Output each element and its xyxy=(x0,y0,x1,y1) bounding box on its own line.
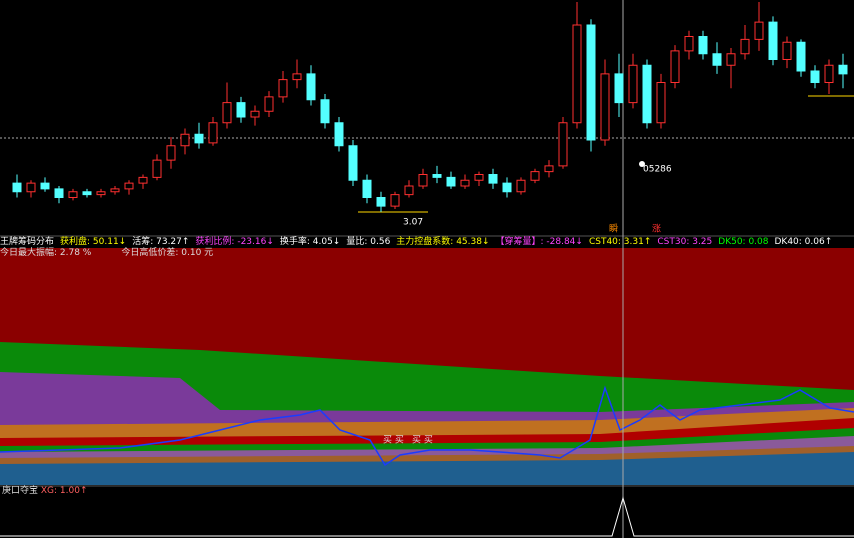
panel-title: 庚口夺宝 xyxy=(2,486,39,496)
candle-body xyxy=(824,64,834,83)
marker-label: 05286 xyxy=(643,165,672,175)
candle-body xyxy=(306,73,316,101)
candle-body xyxy=(642,64,652,124)
candle-body xyxy=(768,21,778,60)
indicator-item: 【穿筹量】: -28.84↓ xyxy=(495,237,583,247)
candle-body xyxy=(96,191,106,196)
candle-body xyxy=(376,197,386,207)
candle-body xyxy=(180,133,190,147)
candle-body xyxy=(600,73,610,141)
candle-body xyxy=(572,24,582,124)
indicator-bar: 王牌筹码分布 获利盘: 50.11↓ 活筹: 73.27↑ 获利比例: -23.16↓… xyxy=(0,236,854,248)
indicator-item: 主力控盘系数: 45.38↓ xyxy=(396,237,490,247)
candle-body xyxy=(460,179,470,187)
candle-body xyxy=(586,24,596,141)
candle-body xyxy=(544,165,554,173)
band xyxy=(0,452,854,485)
low-label: 3.07 xyxy=(403,218,423,228)
indicator-item: 活筹: 73.27↑ xyxy=(132,237,190,247)
candle-body xyxy=(124,182,134,190)
indicator-item: 获利比例: -23.16↓ xyxy=(195,237,274,247)
candle-body xyxy=(754,21,764,40)
candle-body xyxy=(782,41,792,60)
candle-body xyxy=(670,50,680,83)
candle-body xyxy=(152,159,162,178)
stat: 今日高低价差: 0.10 元 xyxy=(121,248,214,258)
candle-body xyxy=(166,145,176,161)
candle-body xyxy=(320,99,330,124)
candle-body xyxy=(264,96,274,112)
band-label: 买 买 xyxy=(412,435,433,446)
candle-body xyxy=(810,70,820,83)
indicator-item: 量比: 0.56 xyxy=(346,237,391,247)
candle-body xyxy=(474,174,484,181)
candle-body xyxy=(446,176,456,187)
candle-body xyxy=(110,188,120,193)
signal-label: 瞬 xyxy=(609,223,618,235)
candle-body xyxy=(138,176,148,184)
candle-body xyxy=(292,73,302,81)
candle-body xyxy=(432,174,442,178)
candle-body xyxy=(54,188,64,198)
candle-body xyxy=(698,36,708,55)
indicator-item: CST40: 3.31↑ xyxy=(588,237,652,247)
indicator-title: 王牌筹码分布 xyxy=(0,237,55,247)
candle-body xyxy=(348,145,358,181)
candle-body xyxy=(278,79,288,98)
candle-body xyxy=(250,110,260,118)
candle-body xyxy=(740,38,750,55)
candle-body xyxy=(558,122,568,167)
candle-body xyxy=(362,179,372,198)
marker xyxy=(639,161,645,167)
candle-body xyxy=(82,191,92,196)
chip-bands xyxy=(0,248,854,485)
indicator-item: 换手率: 4.05↓ xyxy=(279,237,341,247)
candle-body xyxy=(208,122,218,144)
indicator-item: CST30: 3.25 xyxy=(657,237,713,247)
candle-body xyxy=(68,191,78,198)
candle-body xyxy=(40,182,50,190)
candle-body xyxy=(530,171,540,181)
candle-body xyxy=(236,102,246,118)
band-label: 买 买 xyxy=(383,435,404,446)
candle-body xyxy=(222,102,232,124)
candle-body xyxy=(684,36,694,52)
candle-body xyxy=(516,179,526,193)
signal-label: 涨 xyxy=(652,224,661,235)
indicator-item: DK40: 0.06↑ xyxy=(774,237,833,247)
candle-body xyxy=(488,174,498,184)
candle-body xyxy=(502,182,512,193)
bottom-panel-title: 庚口夺宝 XG: 1.00↑ xyxy=(2,486,88,496)
candle-body xyxy=(614,73,624,104)
stats: 今日最大振幅: 2.78 % 今日高低价差: 0.10 元 xyxy=(0,248,243,259)
candle-body xyxy=(194,133,204,144)
candle-body xyxy=(838,64,848,75)
candle-body xyxy=(656,82,666,124)
panel-value: XG: 1.00↑ xyxy=(40,486,88,496)
candle-body xyxy=(390,194,400,207)
candle-body xyxy=(628,64,638,104)
indicator-line xyxy=(0,385,854,467)
indicator-item: DK50: 0.08 xyxy=(718,237,769,247)
indicator-item: 获利盘: 50.11↓ xyxy=(60,237,127,247)
candle-body xyxy=(796,41,806,72)
candle-body xyxy=(418,174,428,187)
signal-spike xyxy=(0,496,854,537)
candle-body xyxy=(12,182,22,193)
candle-body xyxy=(334,122,344,147)
candle-body xyxy=(404,185,414,196)
candle-body xyxy=(26,182,36,193)
stat: 今日最大振幅: 2.78 % xyxy=(0,248,92,258)
candle-body xyxy=(712,53,722,66)
candle-body xyxy=(726,53,736,66)
